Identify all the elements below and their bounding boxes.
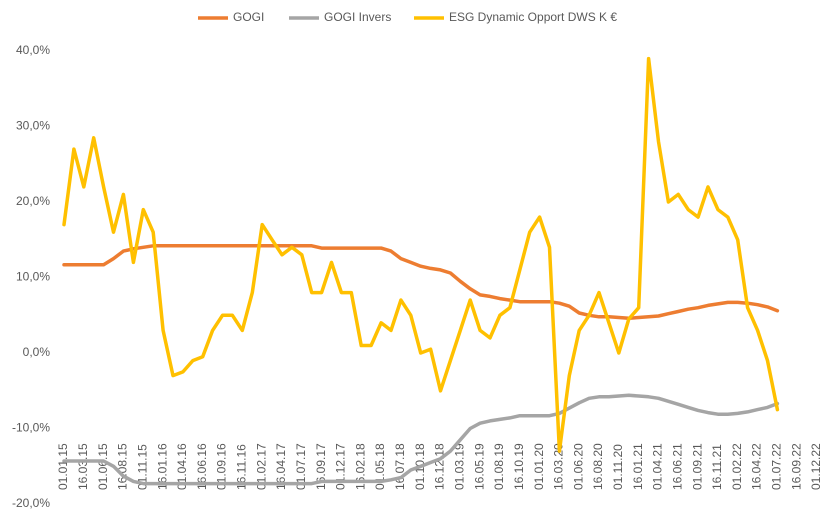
y-tick-label: 10,0%: [16, 270, 50, 284]
x-tick-label: 16.02.18: [353, 443, 367, 490]
x-tick-label: 01.04.21: [651, 443, 665, 490]
x-tick-label: 16.04.22: [750, 443, 764, 490]
x-tick-label: 16.04.17: [274, 443, 288, 490]
series-line: [62, 244, 780, 321]
x-tick-label: 16.01.16: [155, 443, 169, 490]
x-tick-label: 16.11.21: [710, 444, 724, 490]
x-tick-label: 01.06.20: [571, 443, 585, 490]
legend-label: GOGI Invers: [324, 10, 391, 24]
x-tick-label: 01.12.17: [334, 443, 348, 490]
x-tick-label: 16.03.15: [76, 443, 90, 490]
x-tick-label: 16.10.19: [512, 443, 526, 490]
x-tick-label: 01.03.19: [452, 443, 466, 490]
x-tick-label: 01.11.20: [611, 444, 625, 490]
legend-label: GOGI: [233, 10, 264, 24]
x-tick-label: 16.05.19: [472, 443, 486, 490]
x-tick-label: 01.12.22: [809, 443, 823, 490]
x-tick-label: 01.06.15: [96, 443, 110, 490]
y-tick-label: -20,0%: [12, 496, 50, 510]
x-tick-label: 01.07.17: [294, 443, 308, 490]
x-tick-label: 01.11.15: [135, 444, 149, 490]
x-tick-label: 16.07.18: [393, 443, 407, 490]
x-tick-label: 16.08.15: [116, 443, 130, 490]
x-tick-label: 16.03.20: [552, 443, 566, 490]
x-tick-label: 16.11.16: [235, 444, 249, 490]
y-tick-label: 30,0%: [16, 119, 50, 133]
x-tick-label: 16.09.22: [789, 443, 803, 490]
x-tick-label: 16.06.16: [195, 443, 209, 490]
y-tick-label: 20,0%: [16, 194, 50, 208]
y-tick-label: 0,0%: [23, 345, 51, 359]
series-line: [62, 56, 780, 453]
x-tick-label: 16.01.21: [631, 443, 645, 490]
x-tick-label: 01.09.21: [690, 443, 704, 490]
x-tick-label: 01.04.16: [175, 443, 189, 490]
x-tick-label: 01.02.17: [254, 443, 268, 490]
x-tick-label: 01.01.15: [56, 443, 70, 490]
x-tick-label: 01.01.20: [532, 443, 546, 490]
legend-label: ESG Dynamic Opport DWS K €: [449, 10, 617, 24]
x-tick-label: 01.02.22: [730, 443, 744, 490]
x-tick-label: 16.09.17: [314, 443, 328, 490]
x-tick-label: 16.08.20: [591, 443, 605, 490]
x-tick-label: 16.12.18: [433, 443, 447, 490]
x-tick-label: 16.06.21: [670, 443, 684, 490]
x-tick-label: 01.07.22: [770, 443, 784, 490]
series-line: [62, 393, 780, 486]
x-tick-label: 01.05.18: [373, 443, 387, 490]
x-tick-label: 01.08.19: [492, 443, 506, 490]
x-tick-label: 01.09.16: [215, 443, 229, 490]
y-tick-label: 40,0%: [16, 43, 50, 57]
y-tick-label: -10,0%: [12, 421, 50, 435]
